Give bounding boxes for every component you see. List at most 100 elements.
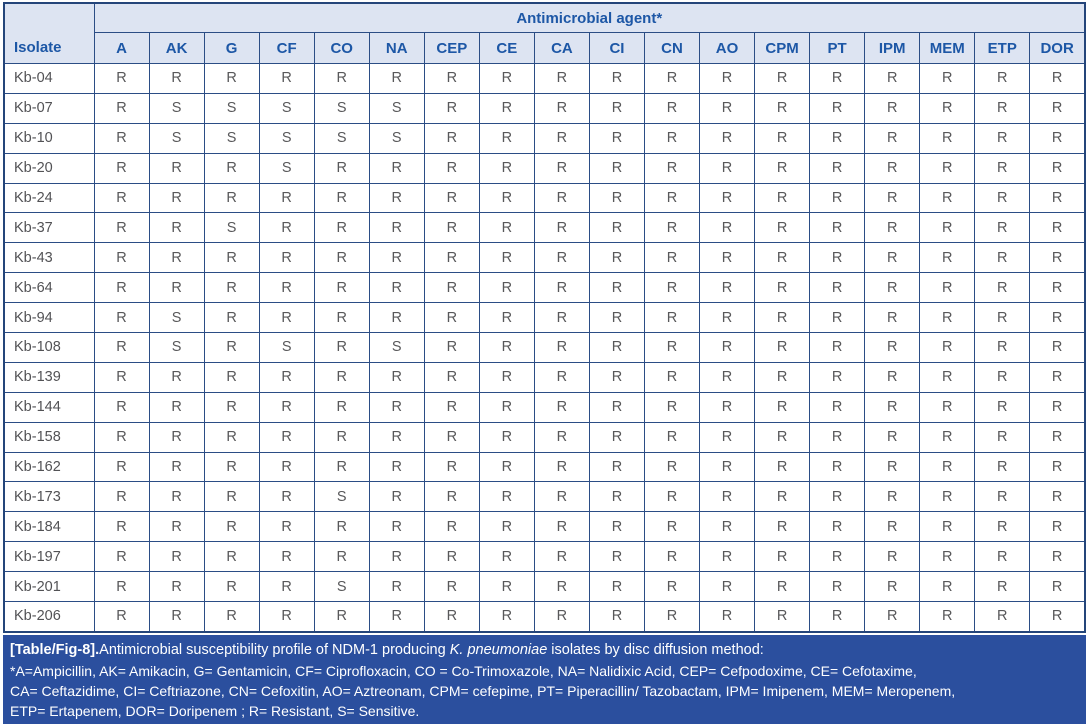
agent-column-header: CI: [588, 32, 645, 64]
result-cell: R: [643, 481, 701, 513]
result-cell: R: [974, 421, 1031, 453]
agent-column-header: G: [203, 32, 260, 64]
isolate-cell: Kb-24: [3, 182, 95, 214]
result-cell: R: [478, 541, 535, 573]
result-cell: R: [699, 272, 756, 304]
result-cell: R: [478, 272, 535, 304]
result-cell: R: [919, 451, 976, 483]
result-cell: R: [919, 541, 976, 573]
result-cell: R: [754, 391, 811, 423]
result-cell: R: [478, 302, 535, 334]
result-cell: R: [864, 571, 921, 603]
result-cell: R: [588, 541, 645, 573]
result-cell: R: [478, 242, 535, 274]
agent-column-header: ETP: [974, 32, 1031, 64]
result-cell: R: [919, 571, 976, 603]
result-cell: S: [203, 122, 260, 154]
result-cell: R: [423, 332, 480, 363]
table-row: Kb-206 R R R R R R R R R R R R R R R R R R: [3, 601, 1086, 633]
result-cell: S: [258, 122, 315, 154]
result-cell: R: [93, 242, 150, 274]
result-cell: R: [699, 481, 756, 513]
result-cell: R: [423, 272, 480, 304]
result-cell: R: [864, 391, 921, 423]
result-cell: R: [203, 481, 260, 513]
result-cell: R: [93, 571, 150, 603]
result-cell: R: [148, 361, 205, 393]
result-cell: S: [258, 92, 315, 124]
result-cell: R: [93, 92, 150, 124]
result-cell: R: [203, 541, 260, 573]
result-cell: R: [643, 212, 701, 244]
result-cell: R: [643, 391, 701, 423]
isolate-cell: Kb-94: [3, 302, 95, 334]
result-cell: S: [258, 332, 315, 363]
result-cell: R: [919, 92, 976, 124]
agent-column-header: DOR: [1029, 32, 1086, 64]
agent-column-header: CPM: [754, 32, 811, 64]
result-cell: R: [203, 152, 260, 184]
result-cell: R: [258, 451, 315, 483]
result-cell: R: [643, 451, 701, 483]
result-cell: R: [699, 541, 756, 573]
result-cell: R: [699, 302, 756, 334]
result-cell: R: [864, 302, 921, 334]
result-cell: R: [699, 92, 756, 124]
result-cell: S: [258, 152, 315, 184]
result-cell: R: [754, 182, 811, 214]
result-cell: R: [809, 451, 866, 483]
result-cell: R: [754, 212, 811, 244]
result-cell: R: [93, 122, 150, 154]
result-cell: R: [533, 63, 590, 94]
result-cell: R: [258, 302, 315, 334]
result-cell: R: [699, 511, 756, 543]
result-cell: S: [148, 122, 205, 154]
agent-column-header: AK: [148, 32, 205, 64]
result-cell: R: [699, 63, 756, 94]
result-cell: R: [313, 332, 370, 363]
result-cell: R: [864, 451, 921, 483]
isolate-cell: Kb-162: [3, 451, 95, 483]
result-cell: R: [93, 451, 150, 483]
result-cell: R: [699, 152, 756, 184]
result-cell: R: [643, 332, 701, 363]
agent-column-header: IPM: [864, 32, 921, 64]
result-cell: R: [809, 302, 866, 334]
result-cell: R: [588, 92, 645, 124]
result-cell: R: [478, 601, 535, 633]
result-cell: R: [1029, 571, 1086, 603]
result-cell: R: [203, 63, 260, 94]
result-cell: R: [423, 481, 480, 513]
result-cell: R: [258, 361, 315, 393]
result-cell: R: [148, 63, 205, 94]
result-cell: R: [423, 302, 480, 334]
result-cell: R: [974, 571, 1031, 603]
table-row: Kb-07 R S S S S S R R R R R R R R R R R R: [3, 92, 1086, 124]
result-cell: R: [93, 361, 150, 393]
result-cell: R: [864, 481, 921, 513]
result-cell: R: [533, 541, 590, 573]
result-cell: R: [919, 302, 976, 334]
result-cell: S: [313, 571, 370, 603]
agent-column-header: AO: [699, 32, 756, 64]
result-cell: R: [148, 541, 205, 573]
result-cell: R: [203, 332, 260, 363]
result-cell: R: [643, 242, 701, 274]
result-cell: R: [423, 361, 480, 393]
result-cell: R: [478, 63, 535, 94]
result-cell: R: [699, 601, 756, 633]
result-cell: R: [478, 571, 535, 603]
result-cell: R: [809, 481, 866, 513]
result-cell: R: [148, 481, 205, 513]
result-cell: S: [203, 212, 260, 244]
result-cell: R: [1029, 182, 1086, 214]
result-cell: R: [533, 212, 590, 244]
result-cell: R: [974, 451, 1031, 483]
result-cell: R: [919, 272, 976, 304]
result-cell: R: [423, 541, 480, 573]
result-cell: R: [368, 421, 425, 453]
result-cell: R: [919, 361, 976, 393]
result-cell: S: [313, 122, 370, 154]
result-cell: R: [809, 63, 866, 94]
result-cell: R: [478, 361, 535, 393]
